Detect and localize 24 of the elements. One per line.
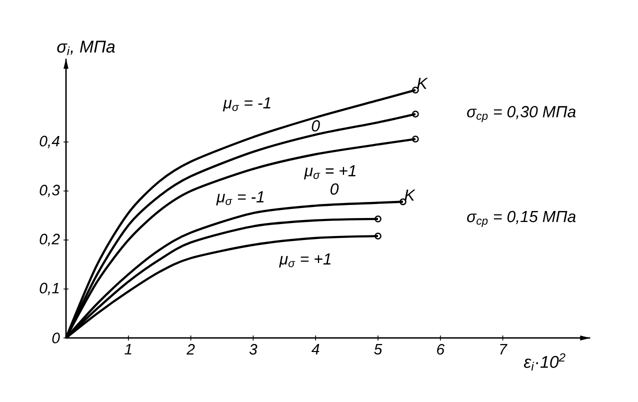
x-tick-label: 3	[249, 344, 258, 355]
x-tick-label: 2	[186, 344, 195, 354]
y-axis-title: σ$_{i}$, МПа	[57, 40, 115, 56]
annotation: μ$_{σ}$ = -1	[216, 191, 264, 206]
y-tick-label: 0,4	[40, 136, 60, 148]
x-tick-label: 5	[374, 344, 382, 354]
x-tick-label: 4	[312, 344, 320, 354]
y-tick-label: 0,2	[40, 234, 60, 246]
annotation: μ$_{σ}$ = +1	[304, 165, 356, 180]
annotation: 0	[330, 183, 339, 195]
y-tick-label: 0	[52, 332, 60, 344]
x-tick-label: 1	[124, 344, 132, 354]
annotation: μ$_{σ}$ = +1	[279, 253, 330, 268]
annotation: μ$_{σ}$ = -1	[222, 97, 270, 112]
annotation: K	[404, 190, 416, 201]
annotation: σ$_{ср}$ = 0,30 МПа	[467, 106, 576, 122]
annotation: 0	[312, 120, 320, 132]
x-tick-label: 6	[437, 344, 445, 355]
annotation: σ$_{ср}$ = 0,15 МПа	[467, 210, 576, 227]
annotation: K	[417, 78, 428, 89]
x-axis-title: ε$_{i}$·10$^{2}$	[524, 353, 566, 370]
y-tick-label: 0,3	[40, 184, 60, 198]
y-tick-label: 0,1	[40, 282, 59, 296]
x-tick-label: 7	[500, 344, 508, 354]
